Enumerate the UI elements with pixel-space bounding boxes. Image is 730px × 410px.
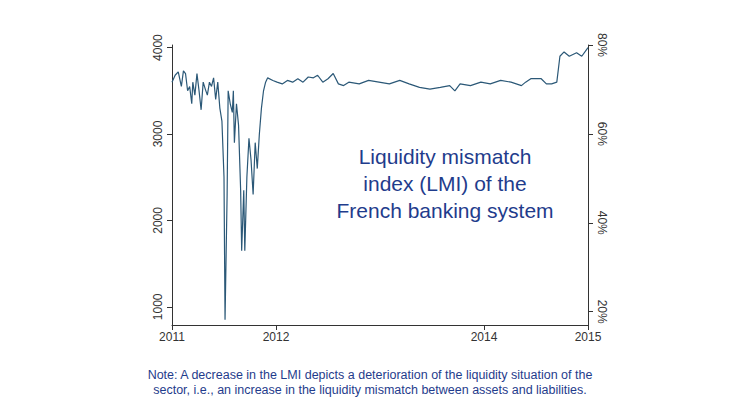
svg-text:2000: 2000 — [151, 207, 165, 234]
svg-text:sector, i.e., an increase in t: sector, i.e., an increase in the liquidi… — [153, 383, 587, 397]
svg-text:60%: 60% — [595, 122, 609, 146]
svg-text:2014: 2014 — [471, 330, 498, 344]
svg-text:French banking system: French banking system — [336, 199, 553, 222]
svg-text:2012: 2012 — [263, 330, 290, 344]
svg-text:Liquidity mismatch: Liquidity mismatch — [359, 145, 532, 168]
svg-text:80%: 80% — [595, 33, 609, 57]
svg-text:4000: 4000 — [151, 34, 165, 61]
svg-text:2015: 2015 — [575, 330, 602, 344]
svg-text:40%: 40% — [595, 211, 609, 235]
svg-text:3000: 3000 — [151, 120, 165, 147]
svg-text:2011: 2011 — [159, 330, 185, 344]
svg-text:index (LMI) of the: index (LMI) of the — [363, 172, 526, 195]
svg-text:20%: 20% — [595, 300, 609, 324]
svg-text:Note: A decrease in the LMI de: Note: A decrease in the LMI depicts a de… — [148, 368, 593, 382]
svg-text:1000: 1000 — [151, 293, 165, 320]
